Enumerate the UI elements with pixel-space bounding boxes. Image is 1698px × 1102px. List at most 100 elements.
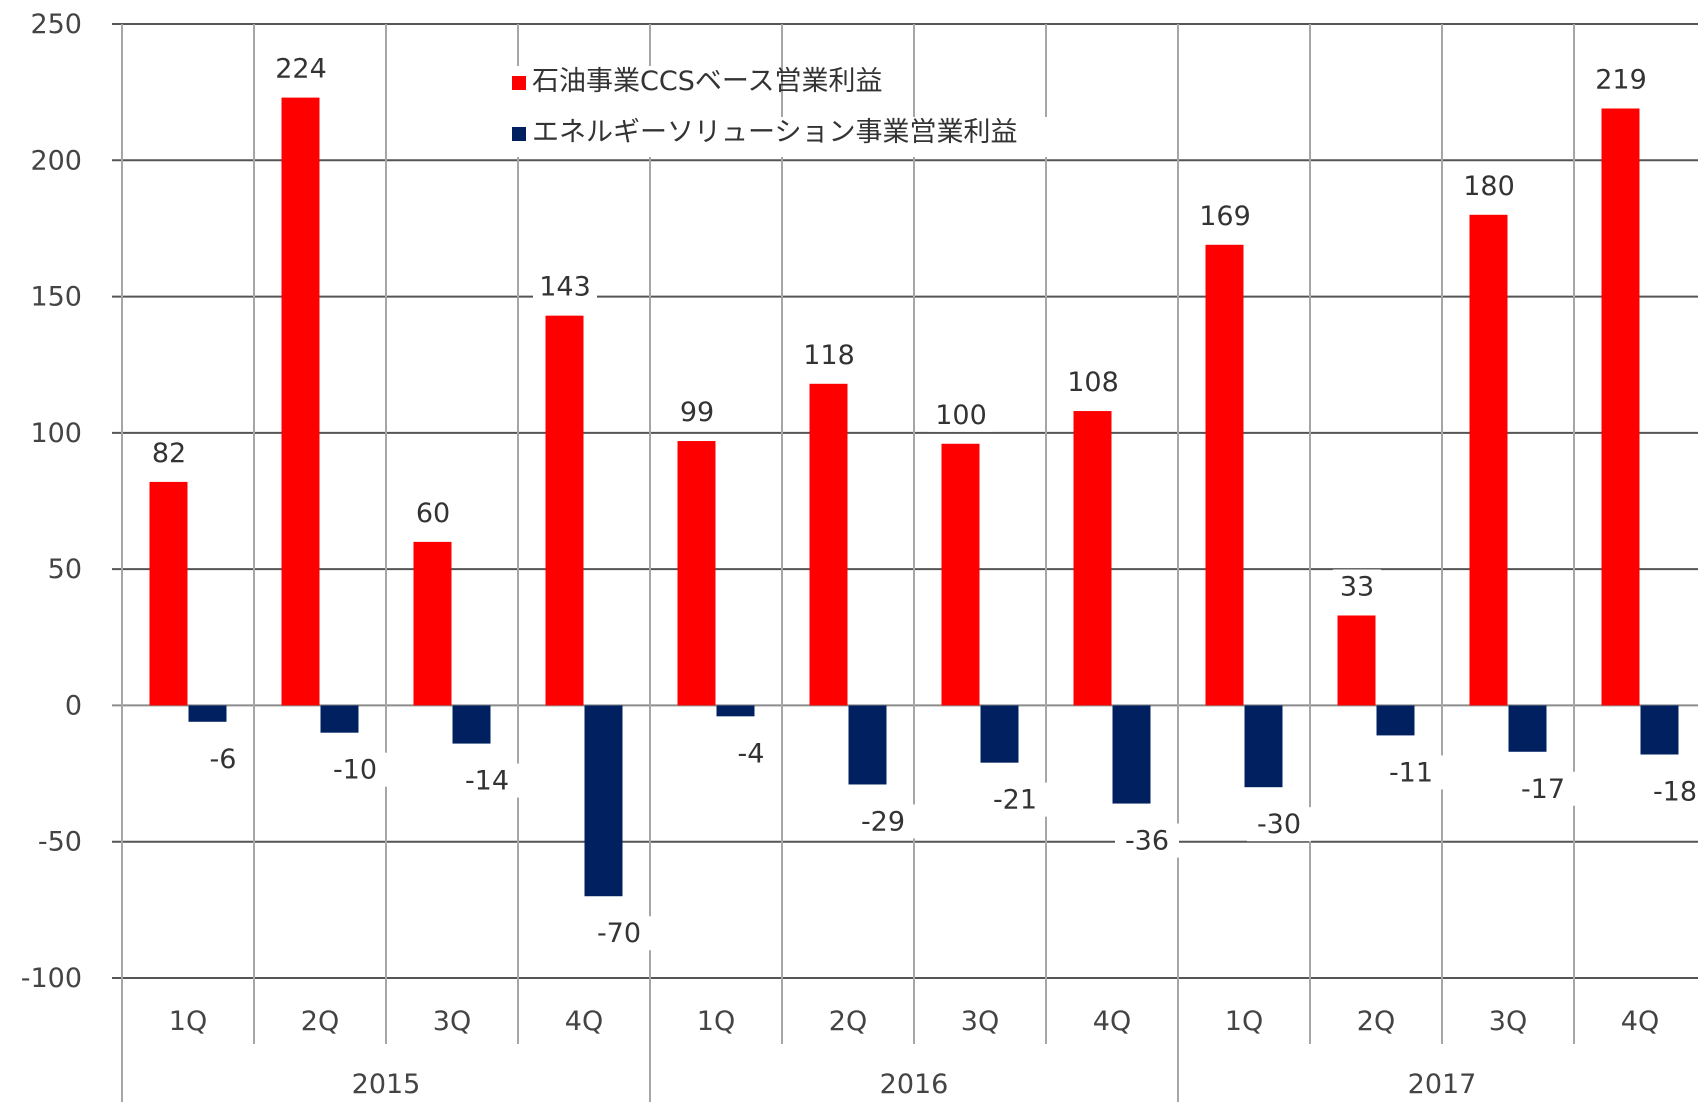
data-label-bg: [1115, 823, 1179, 858]
legend-label-series-2: エネルギーソリューション事業営業利益: [532, 117, 1017, 148]
data-label-series-2: -21: [993, 785, 1037, 816]
bar-series-2: [716, 705, 755, 717]
data-label-series-1: 82: [152, 438, 186, 469]
data-label-series-1: 99: [680, 397, 714, 428]
bar-series-1: [1205, 244, 1244, 706]
bar-series-1: [1073, 411, 1112, 706]
data-label-bg: [1247, 807, 1311, 842]
data-label-bg: [323, 752, 387, 787]
data-label-series-2: -4: [738, 738, 765, 769]
data-label-series-2: -17: [1521, 774, 1565, 805]
x-group-label: 2015: [352, 1069, 421, 1100]
bar-series-2: [584, 705, 623, 897]
bar-series-2: [848, 705, 887, 785]
bar-series-2: [1376, 705, 1415, 736]
data-label-series-1: 143: [539, 272, 591, 303]
data-label-bg: [409, 495, 457, 530]
bar-series-1: [1337, 615, 1376, 706]
data-label-bg: [145, 435, 193, 470]
legend-label-series-1: 石油事業CCSベース営業利益: [532, 66, 883, 97]
data-label-series-2: -10: [333, 755, 377, 786]
data-label-series-1: 224: [275, 54, 327, 85]
bar-series-1: [1601, 108, 1640, 706]
data-label-series-2: -29: [861, 806, 905, 837]
data-label-series-2: -6: [210, 744, 237, 775]
x-axis: 1Q 2Q 3Q 4Q 1Q 2Q 3Q 4Q 1Q 2Q 3Q 4Q 2015 2016 2017: [169, 1006, 1659, 1100]
x-tick-label: 1Q: [697, 1006, 735, 1037]
data-label-bg: [587, 916, 651, 951]
legend-swatch-series-2: [512, 127, 526, 141]
data-label-bg: [1457, 168, 1521, 203]
bar-series-2: [320, 705, 359, 733]
data-label-bg: [1511, 771, 1575, 806]
x-tick-label: 3Q: [1489, 1006, 1527, 1037]
bar-series-1: [809, 383, 848, 706]
bar-series-2: [1508, 705, 1547, 752]
data-label-bg: [1061, 365, 1125, 400]
bar-series-1: [941, 443, 980, 706]
y-tick-label: -50: [38, 827, 82, 858]
data-label-bg: [673, 395, 721, 430]
x-group-label: 2016: [880, 1069, 949, 1100]
data-label-series-2: -14: [465, 766, 509, 797]
x-group-label: 2017: [1408, 1069, 1477, 1100]
x-tick-label: 1Q: [1225, 1006, 1263, 1037]
x-tick-label: 3Q: [433, 1006, 471, 1037]
data-label-series-1: 33: [1340, 571, 1374, 602]
x-tick-label: 4Q: [1621, 1006, 1659, 1037]
data-label-series-1: 60: [416, 498, 450, 529]
data-label-series-2: -36: [1125, 826, 1169, 857]
y-tick-label: 200: [30, 145, 82, 176]
bar-series-1: [1469, 214, 1508, 706]
data-label-bg: [269, 51, 333, 86]
legend-bg: [512, 117, 1122, 157]
bar-series-2: [980, 705, 1019, 763]
data-label-series-2: -11: [1389, 757, 1433, 788]
x-tick-label: 1Q: [169, 1006, 207, 1037]
x-tick-label: 2Q: [829, 1006, 867, 1037]
data-label-bg: [929, 397, 993, 432]
data-label-bg: [797, 337, 861, 372]
data-label-series-1: 108: [1067, 367, 1119, 398]
data-label-bg: [1589, 62, 1653, 97]
bar-series-2: [1640, 705, 1679, 755]
data-label-bg: [1643, 774, 1698, 809]
legend-bg: [512, 66, 770, 120]
bar-series-2: [452, 705, 491, 744]
data-label-series-2: -18: [1653, 776, 1697, 807]
data-label-series-2: -70: [597, 918, 641, 949]
x-tick-label: 2Q: [301, 1006, 339, 1037]
bar-series-1: [413, 541, 452, 706]
bar-series-1: [545, 315, 584, 706]
y-tick-label: 150: [30, 282, 82, 313]
data-label-series-1: 219: [1595, 64, 1647, 95]
data-labels: 82 -6 224 -10 60 -14 143 -70 99 -4 118 -29 100 -21 108…: [145, 51, 1698, 951]
y-tick-label: 0: [65, 690, 82, 721]
bar-series-2: [1112, 705, 1151, 804]
data-label-bg: [1333, 569, 1381, 604]
x-tick-label: 3Q: [961, 1006, 999, 1037]
data-label-bg: [851, 804, 915, 839]
y-tick-label: 100: [30, 418, 82, 449]
x-tick-label: 2Q: [1357, 1006, 1395, 1037]
data-label-series-1: 118: [803, 340, 855, 371]
data-label-series-1: 169: [1199, 201, 1251, 232]
x-tick-label: 4Q: [565, 1006, 603, 1037]
data-label-series-1: 180: [1463, 171, 1515, 202]
data-label-bg: [533, 269, 597, 304]
data-label-series-1: 100: [935, 400, 987, 431]
y-axis: 250 200 150 100 50 0 -50 -100: [21, 9, 123, 1102]
data-label-bg: [199, 741, 247, 776]
y-tick-label: -100: [21, 963, 82, 994]
data-label-bg: [727, 736, 775, 771]
bar-series-1: [149, 481, 188, 706]
legend-swatch-series-1: [512, 76, 526, 90]
bars: [149, 97, 1679, 897]
y-tick-label: 250: [30, 9, 82, 40]
data-label-bg: [983, 782, 1047, 817]
y-tick-label: 50: [48, 554, 82, 585]
x-tick-label: 4Q: [1093, 1006, 1131, 1037]
data-label-bg: [455, 763, 519, 798]
